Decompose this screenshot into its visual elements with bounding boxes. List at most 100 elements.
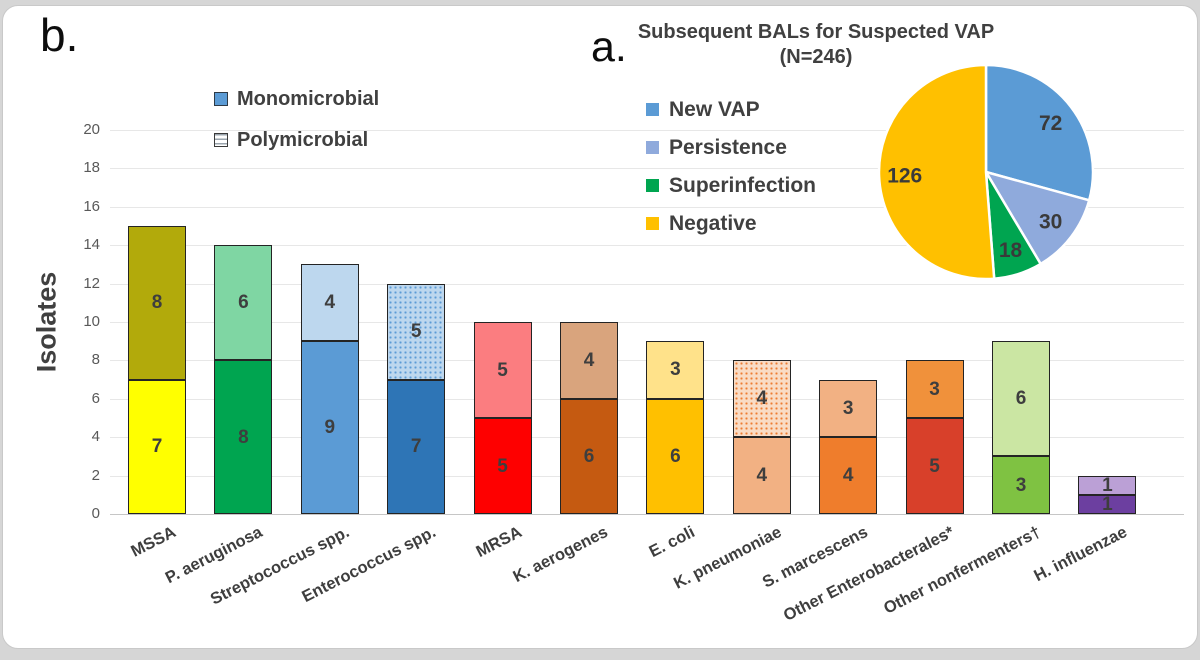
superinfection-swatch-icon [646, 179, 659, 192]
bar-segment-polymicrobial: 1 [1078, 475, 1137, 495]
bar-segment-monomicrobial: 9 [300, 341, 359, 514]
pie-legend-label: Negative [669, 211, 757, 235]
bar-segment-polymicrobial: 3 [819, 379, 878, 438]
gridline [110, 283, 1184, 285]
pie-value-label: 18 [999, 239, 1023, 262]
y-tick-label: 8 [91, 351, 100, 369]
bar-value-label: 7 [151, 436, 163, 458]
gridline [110, 168, 1184, 170]
pie-slice-persistence [984, 170, 1091, 266]
bar-value-label: 6 [238, 292, 249, 314]
legend-label-monomicrobial: Monomicrobial [237, 87, 380, 110]
legend-label-polymicrobial: Polymicrobial [237, 128, 369, 151]
y-tick-label: 0 [91, 505, 100, 522]
bar-value-label: 3 [1015, 474, 1027, 496]
bar-value-label: 4 [756, 388, 768, 410]
bar-value-label: 4 [583, 349, 595, 371]
pie-slice-negative [877, 63, 996, 281]
bar-segment-polymicrobial: 4 [560, 322, 618, 399]
bar-segment-monomicrobial: 3 [992, 456, 1050, 514]
bar-value-label: 9 [324, 417, 336, 439]
pie-legend-item-negative: Negative [646, 210, 816, 237]
bar-segment-polymicrobial: 3 [646, 341, 705, 399]
bar-value-label: 3 [929, 378, 940, 400]
y-tick-label: 16 [83, 197, 100, 215]
bar-value-label: 6 [1015, 388, 1027, 410]
gridline [110, 130, 1184, 131]
bar-segment-monomicrobial: 4 [732, 437, 791, 514]
bar-value-label: 4 [842, 465, 854, 487]
bar-segment-monomicrobial: 8 [214, 360, 273, 514]
y-tick-label: 4 [91, 428, 100, 446]
gridline [110, 245, 1184, 247]
bar-value-label: 7 [410, 436, 422, 458]
pie-legend-label: New VAP [669, 97, 760, 121]
bar-value-label: 5 [497, 455, 508, 477]
bar-segment-polymicrobial: 6 [992, 341, 1050, 457]
legend-item-polymicrobial: Polymicrobial [214, 129, 379, 151]
panel-a-label: a. [591, 23, 627, 71]
bar-segment-monomicrobial: 7 [387, 379, 446, 514]
pie-value-label: 126 [887, 164, 922, 187]
pie-title: Subsequent BALs for Suspected VAP [637, 21, 995, 43]
bar-segment-monomicrobial: 5 [473, 418, 532, 514]
pie-chart: 72 30 18 126 [877, 63, 1095, 281]
bar-value-label: 6 [583, 445, 595, 467]
gridline [110, 206, 1184, 208]
x-category-label: E. coli [646, 523, 698, 562]
bar-segment-polymicrobial: 6 [214, 245, 273, 361]
pie-value-label: 72 [1039, 112, 1062, 135]
bar-value-label: 6 [670, 445, 681, 467]
bar-value-label: 3 [670, 359, 681, 381]
persistence-swatch-icon [646, 141, 659, 154]
legend-item-monomicrobial: Monomicrobial [214, 88, 379, 110]
panel-b-label: b. [40, 9, 79, 61]
y-tick-label: 2 [91, 466, 100, 484]
pie-legend-item-superinfection: Superinfection [646, 172, 816, 199]
monomicrobial-swatch-icon [214, 92, 228, 106]
y-tick-label: 18 [83, 159, 100, 177]
bar-segment-monomicrobial: 1 [1078, 494, 1137, 514]
y-tick-label: 10 [83, 313, 100, 330]
y-tick-label: 20 [83, 121, 100, 138]
pie-legend-item-persistence: Persistence [646, 134, 816, 161]
bar-value-label: 5 [929, 455, 940, 477]
bar-segment-monomicrobial: 7 [128, 379, 186, 514]
pie-title-block: Subsequent BALs for Suspected VAP (N=246… [598, 20, 1034, 70]
y-tick-label: 6 [91, 389, 100, 407]
x-axis-line [110, 514, 1184, 515]
y-tick-label: 12 [83, 274, 100, 292]
bar-segment-polymicrobial: 5 [473, 322, 532, 418]
x-category-label: MSSA [128, 523, 180, 561]
bar-value-label: 1 [1102, 475, 1113, 495]
bar-value-label: 8 [151, 292, 163, 314]
bar-value-label: 3 [842, 397, 854, 419]
x-category-label: Other nonfermenters† [880, 523, 1044, 618]
bar-segment-polymicrobial: 4 [300, 264, 359, 342]
pie-legend-item-new-vap: New VAP [646, 96, 816, 123]
pie-subtitle: (N=246) [779, 46, 853, 68]
bar-segment-monomicrobial: 5 [905, 418, 964, 514]
pie-legend-label: Superinfection [669, 173, 817, 197]
bar-segment-polymicrobial: 3 [905, 360, 964, 418]
bar-value-label: 8 [238, 426, 249, 448]
bar-chart-legend: Monomicrobial Polymicrobial [214, 88, 379, 170]
bar-segment-polymicrobial: 8 [128, 226, 186, 380]
bar-segment-polymicrobial: 4 [732, 360, 791, 438]
polymicrobial-swatch-icon [214, 133, 228, 147]
bar-segment-monomicrobial: 6 [646, 398, 705, 514]
bar-value-label: 5 [497, 359, 508, 381]
negative-swatch-icon [646, 217, 659, 230]
bar-value-label: 5 [410, 321, 422, 343]
bar-segment-monomicrobial: 4 [819, 437, 878, 514]
bar-segment-polymicrobial: 5 [387, 283, 446, 380]
x-category-label: MRSA [473, 523, 525, 562]
pie-legend-label: Persistence [669, 135, 787, 159]
bar-value-label: 4 [324, 292, 336, 314]
pie-legend: New VAP Persistence Superinfection Negat… [646, 96, 816, 248]
x-category-label: K. aerogenes [510, 523, 612, 587]
y-tick-label: 14 [83, 236, 100, 254]
bar-value-label: 4 [756, 465, 768, 487]
pie-slice-new-vap [984, 63, 1095, 202]
